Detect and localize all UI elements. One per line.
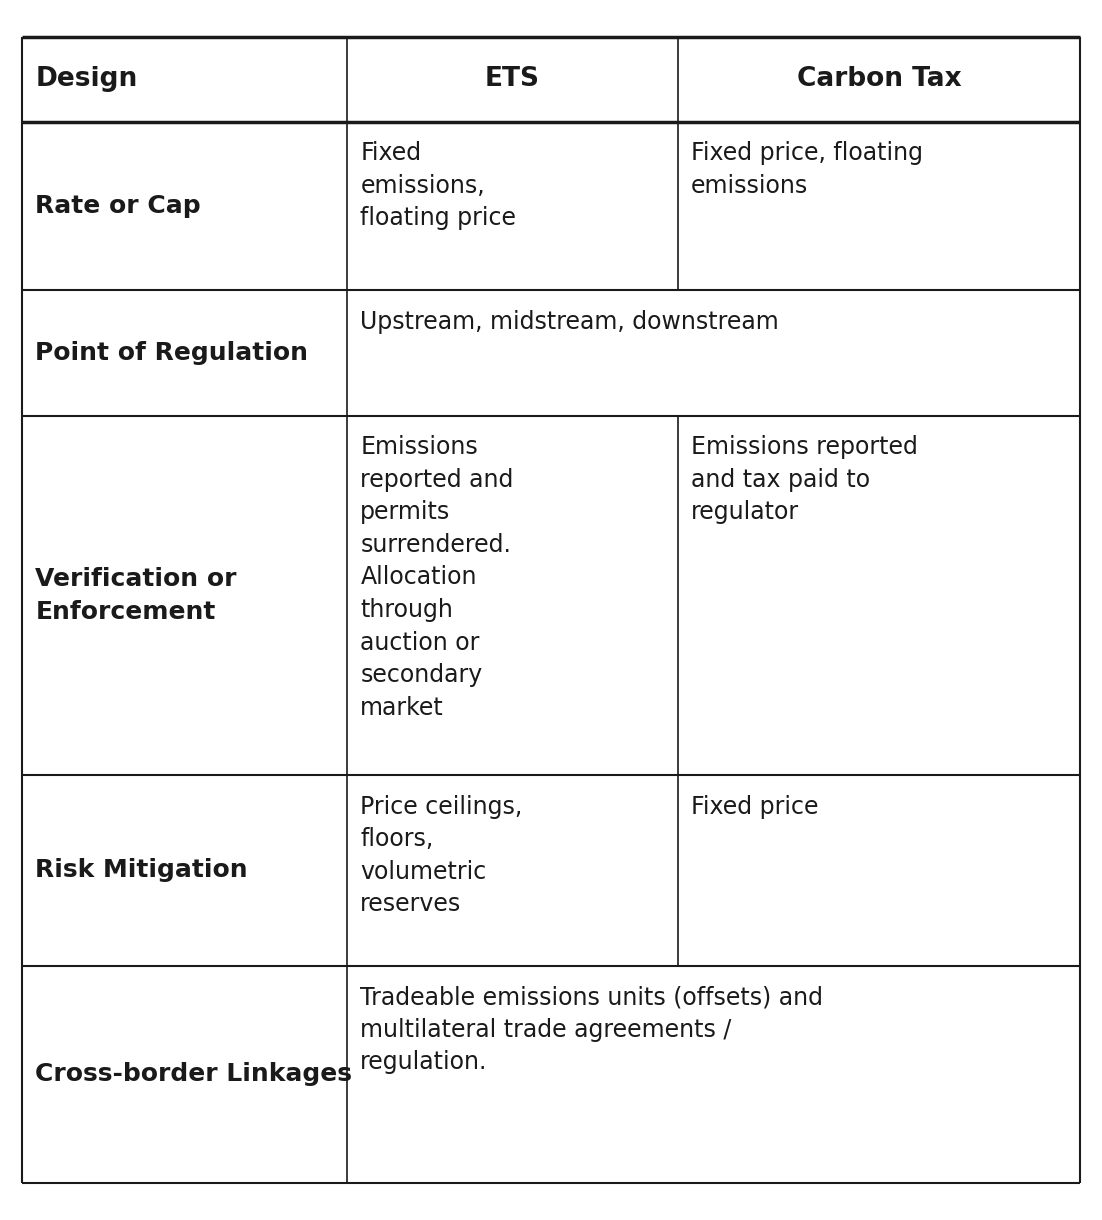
Text: Design: Design	[35, 66, 138, 92]
Text: Carbon Tax: Carbon Tax	[797, 66, 961, 92]
Text: Rate or Cap: Rate or Cap	[35, 194, 201, 218]
Text: Fixed price: Fixed price	[691, 794, 819, 819]
Text: ETS: ETS	[485, 66, 540, 92]
Text: Point of Regulation: Point of Regulation	[35, 340, 309, 365]
Text: Emissions reported
and tax paid to
regulator: Emissions reported and tax paid to regul…	[691, 436, 918, 525]
Text: Fixed
emissions,
floating price: Fixed emissions, floating price	[360, 142, 517, 231]
Text: Risk Mitigation: Risk Mitigation	[35, 859, 248, 882]
Text: Price ceilings,
floors,
volumetric
reserves: Price ceilings, floors, volumetric reser…	[360, 794, 522, 916]
Text: Cross-border Linkages: Cross-border Linkages	[35, 1063, 353, 1087]
Text: Upstream, midstream, downstream: Upstream, midstream, downstream	[360, 310, 779, 334]
Text: Emissions
reported and
permits
surrendered.
Allocation
through
auction or
second: Emissions reported and permits surrender…	[360, 436, 514, 720]
Text: Verification or
Enforcement: Verification or Enforcement	[35, 567, 237, 623]
Text: Fixed price, floating
emissions: Fixed price, floating emissions	[691, 142, 923, 198]
Text: Tradeable emissions units (offsets) and
multilateral trade agreements /
regulati: Tradeable emissions units (offsets) and …	[360, 986, 823, 1075]
